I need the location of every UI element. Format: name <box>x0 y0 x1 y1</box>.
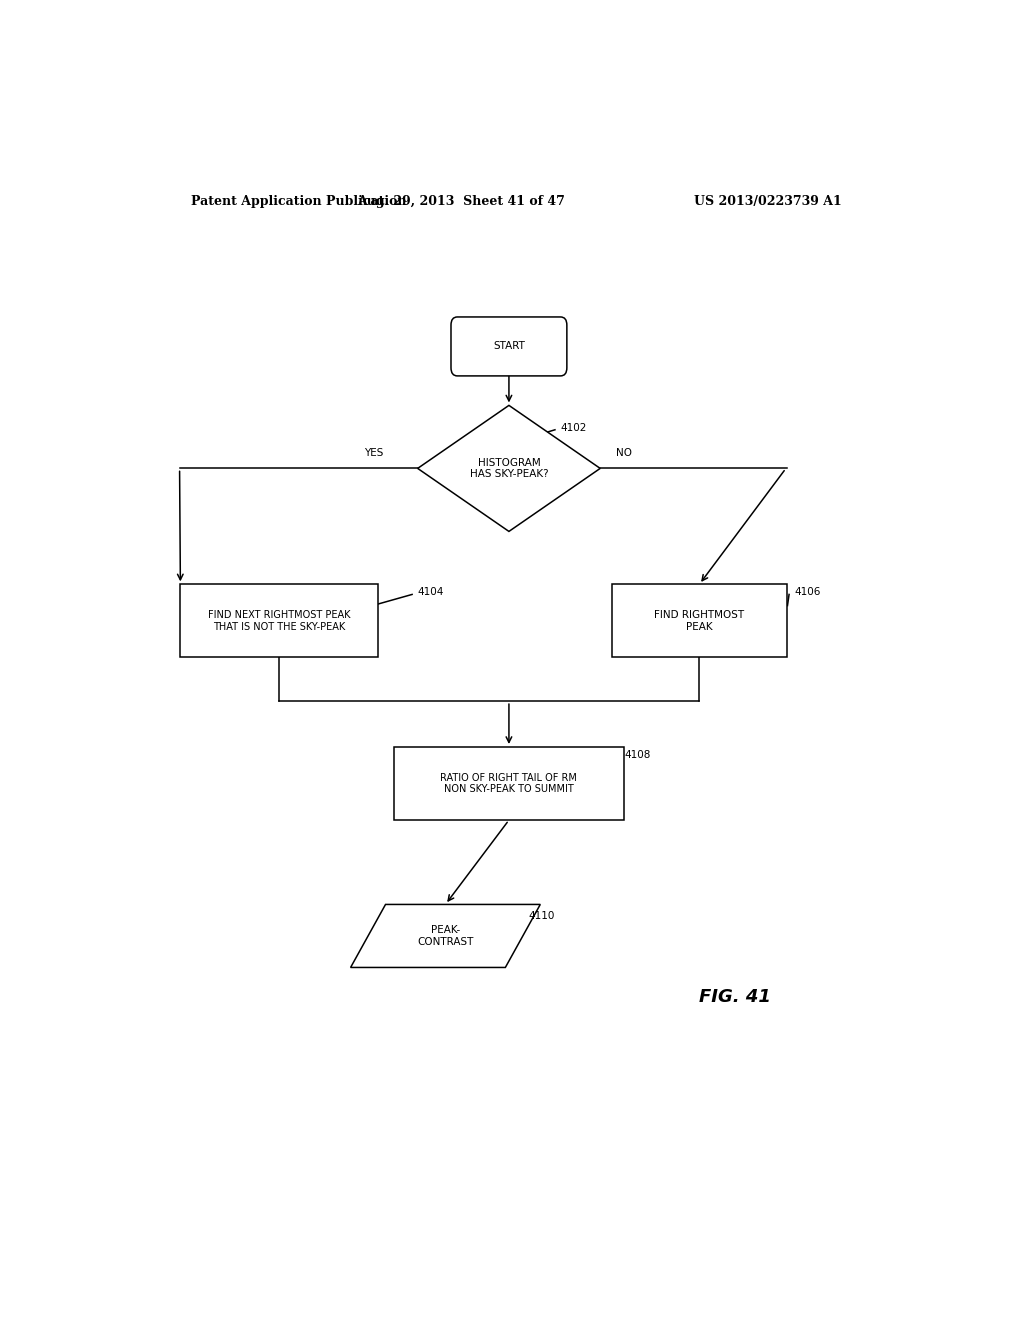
Text: 4110: 4110 <box>528 911 555 920</box>
Text: FIND RIGHTMOST
PEAK: FIND RIGHTMOST PEAK <box>654 610 744 632</box>
Text: PEAK-
CONTRAST: PEAK- CONTRAST <box>417 925 474 946</box>
Text: Patent Application Publication: Patent Application Publication <box>191 194 407 207</box>
Text: 4102: 4102 <box>560 422 587 433</box>
Text: YES: YES <box>365 449 384 458</box>
Text: FIND NEXT RIGHTMOST PEAK
THAT IS NOT THE SKY-PEAK: FIND NEXT RIGHTMOST PEAK THAT IS NOT THE… <box>208 610 350 632</box>
Polygon shape <box>350 904 541 968</box>
Bar <box>179 585 378 657</box>
Text: RATIO OF RIGHT TAIL OF RM
NON SKY-PEAK TO SUMMIT: RATIO OF RIGHT TAIL OF RM NON SKY-PEAK T… <box>440 772 578 795</box>
Text: Aug. 29, 2013  Sheet 41 of 47: Aug. 29, 2013 Sheet 41 of 47 <box>357 194 565 207</box>
Text: 4106: 4106 <box>795 587 821 598</box>
Text: HISTOGRAM
HAS SKY-PEAK?: HISTOGRAM HAS SKY-PEAK? <box>470 458 548 479</box>
Text: US 2013/0223739 A1: US 2013/0223739 A1 <box>694 194 842 207</box>
Polygon shape <box>418 405 600 532</box>
FancyBboxPatch shape <box>451 317 567 376</box>
Bar <box>394 747 624 820</box>
Text: NO: NO <box>616 449 632 458</box>
Text: 4104: 4104 <box>418 587 444 598</box>
Text: FIG. 41: FIG. 41 <box>699 987 771 1006</box>
Bar <box>612 585 786 657</box>
Text: START: START <box>493 342 525 351</box>
Text: 4108: 4108 <box>624 750 650 760</box>
